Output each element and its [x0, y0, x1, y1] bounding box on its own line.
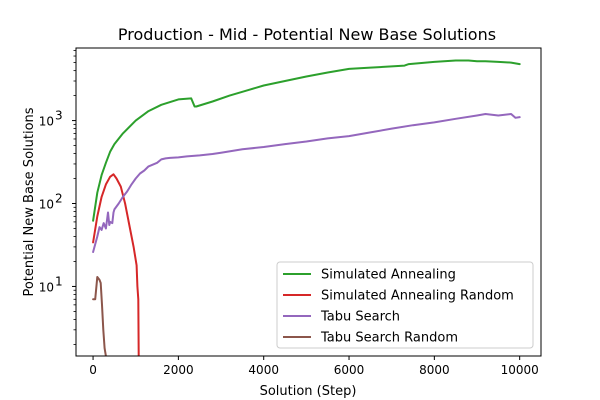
- legend-box: [276, 261, 534, 349]
- x-tick-label: 10000: [501, 363, 539, 377]
- y-tick-label: 10: [39, 280, 54, 294]
- x-tick-label: 8000: [419, 363, 450, 377]
- y-tick-exponent: 1: [55, 274, 63, 288]
- y-tick-exponent: 2: [55, 192, 63, 206]
- y-tick-exponent: 3: [55, 109, 63, 123]
- plot-frame: [75, 47, 542, 357]
- series-line-2: [92, 173, 140, 356]
- legend-label: Tabu Search: [320, 310, 400, 325]
- series-line-1: [92, 59, 521, 222]
- legend: Simulated Annealing Simulated Annealing R…: [276, 261, 534, 349]
- legend-label: Tabu Search Random: [320, 331, 458, 346]
- series-line-3: [92, 113, 521, 253]
- x-tick-label: 6000: [334, 363, 365, 377]
- series-line-4: [92, 276, 107, 356]
- series-group: [92, 59, 521, 356]
- x-axis-ticks: 0 2000 4000 6000 8000 10000: [89, 356, 539, 377]
- legend-label: Simulated Annealing: [321, 268, 456, 283]
- x-tick-label: 2000: [163, 363, 194, 377]
- y-tick-label: 10: [39, 115, 54, 129]
- x-tick-label: 0: [89, 363, 97, 377]
- chart-title: Production - Mid - Potential New Base So…: [118, 25, 496, 44]
- x-axis-label: Solution (Step): [260, 384, 357, 399]
- x-tick-label: 4000: [248, 363, 279, 377]
- y-axis-label: Potential New Base Solutions: [22, 107, 37, 296]
- y-tick-label: 10: [39, 198, 54, 212]
- plot-area: [75, 47, 542, 357]
- legend-label: Simulated Annealing Random: [321, 289, 514, 304]
